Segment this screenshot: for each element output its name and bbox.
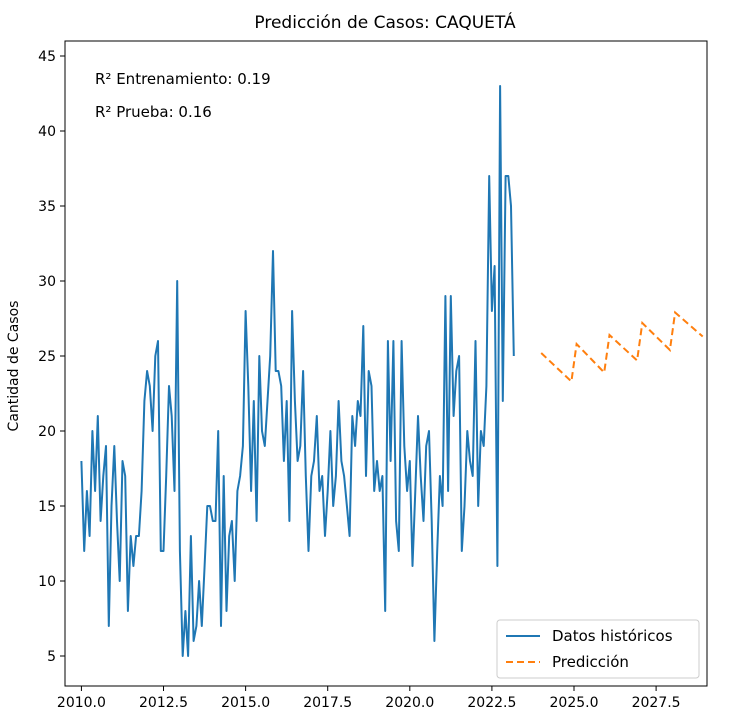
legend-box bbox=[496, 619, 700, 679]
y-tick-label: 35 bbox=[38, 199, 56, 215]
y-axis-label: Cantidad de Casos bbox=[6, 301, 22, 432]
y-tick-label: 25 bbox=[38, 349, 56, 365]
y-tick-label: 40 bbox=[38, 124, 56, 140]
series-line-historico bbox=[80, 85, 515, 657]
plot-marks bbox=[80, 85, 704, 657]
series-line-prediccion bbox=[540, 310, 704, 384]
annotation-r2-train: R² Entrenamiento: 0.19 bbox=[95, 70, 271, 88]
y-tick-label: 20 bbox=[38, 424, 56, 440]
x-tick-label: 2027.5 bbox=[632, 695, 681, 711]
x-tick-label: 2025.0 bbox=[550, 695, 599, 711]
legend: Datos históricos Predicción bbox=[496, 619, 700, 679]
x-axis-ticks: 2010.0 2012.5 2015.0 2017.5 2020.0 2022.5 2025… bbox=[57, 686, 681, 711]
x-tick-label: 2012.5 bbox=[139, 695, 188, 711]
y-tick-label: 15 bbox=[38, 499, 56, 515]
y-tick-label: 30 bbox=[38, 274, 56, 290]
legend-label-historico: Datos históricos bbox=[552, 627, 673, 645]
x-tick-label: 2010.0 bbox=[57, 695, 106, 711]
y-tick-label: 5 bbox=[47, 649, 56, 665]
y-tick-label: 10 bbox=[38, 574, 56, 590]
legend-label-prediccion: Predicción bbox=[552, 653, 629, 671]
x-tick-label: 2020.0 bbox=[385, 695, 434, 711]
x-tick-label: 2022.5 bbox=[467, 695, 516, 711]
x-tick-label: 2017.5 bbox=[303, 695, 352, 711]
annotation-r2-test: R² Prueba: 0.16 bbox=[95, 103, 212, 121]
chart-title: Predicción de Casos: CAQUETÁ bbox=[254, 11, 516, 33]
x-tick-label: 2015.0 bbox=[221, 695, 270, 711]
y-tick-label: 45 bbox=[38, 49, 56, 65]
plot-frame bbox=[64, 40, 708, 687]
y-axis-ticks: 5 10 15 20 25 30 35 40 45 bbox=[38, 49, 65, 665]
